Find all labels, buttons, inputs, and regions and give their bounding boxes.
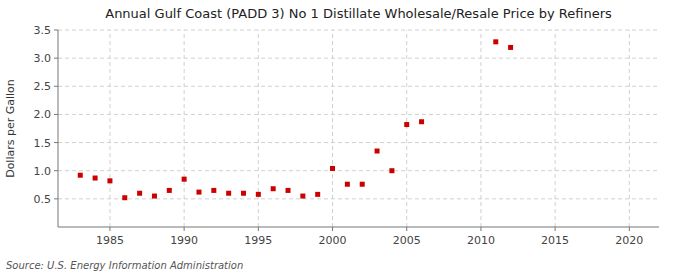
- title: Annual Gulf Coast (PADD 3) No 1 Distilla…: [105, 6, 612, 21]
- x-tick-label: 2005: [393, 234, 421, 247]
- point: [345, 182, 350, 187]
- x-tick: [555, 227, 556, 231]
- point: [107, 178, 112, 183]
- x-tick: [109, 227, 110, 231]
- point: [360, 182, 365, 187]
- chart: 0.5 1.0 1.5 2.0 2.5 3.0 3.5 1985 1990 1995 2000 200…: [0, 0, 675, 275]
- point: [256, 192, 261, 197]
- y-grid-line: [58, 198, 659, 199]
- y-tick-label: 2.0: [34, 108, 52, 121]
- points: [78, 39, 513, 200]
- point: [271, 186, 276, 191]
- y-tick: [54, 58, 58, 59]
- point: [122, 195, 127, 200]
- point: [300, 194, 305, 199]
- y-axis-line: [58, 30, 59, 227]
- x-tick: [629, 227, 630, 231]
- y-tick-label: 1.5: [34, 137, 52, 150]
- point: [241, 191, 246, 196]
- y-tick-label: 1.0: [34, 165, 52, 178]
- point: [226, 191, 231, 196]
- y-tick-label: 3.0: [34, 52, 52, 65]
- y-tick: [54, 142, 58, 143]
- x-grid-line: [332, 30, 333, 227]
- point: [137, 191, 142, 196]
- x-tick-label: 2010: [467, 234, 495, 247]
- x-grid-line: [184, 30, 185, 227]
- point: [508, 45, 513, 50]
- x-tick: [406, 227, 407, 231]
- x-grid-line: [258, 30, 259, 227]
- y-grid-line: [58, 114, 659, 115]
- y-tick-label: 3.5: [34, 24, 52, 37]
- x-tick-label: 1995: [244, 234, 272, 247]
- x-grid-line: [480, 30, 481, 227]
- axes: 0.5 1.0 1.5 2.0 2.5 3.0 3.5 1985 1990 1995 2000 200…: [34, 24, 660, 247]
- x-tick: [332, 227, 333, 231]
- x-tick: [480, 227, 481, 231]
- x-tick-label: 1990: [170, 234, 198, 247]
- y-tick: [54, 114, 58, 115]
- x-tick-label: 2000: [319, 234, 347, 247]
- y-grid-line: [58, 170, 659, 171]
- point: [419, 119, 424, 124]
- point: [389, 168, 394, 173]
- x-grid-line: [555, 30, 556, 227]
- point: [211, 188, 216, 193]
- x-grid-line: [629, 30, 630, 227]
- point: [93, 176, 98, 181]
- point: [152, 194, 157, 199]
- y-tick: [54, 86, 58, 87]
- source-note: Source: U.S. Energy Information Administ…: [6, 260, 243, 271]
- x-grid-line: [109, 30, 110, 227]
- y-grid-line: [58, 142, 659, 143]
- x-tick-label: 2015: [541, 234, 569, 247]
- y-tick: [54, 170, 58, 171]
- point: [493, 39, 498, 44]
- point: [167, 188, 172, 193]
- y-grid-line: [58, 30, 659, 31]
- x-grid-line: [406, 30, 407, 227]
- point: [404, 122, 409, 127]
- x-tick-label: 2020: [615, 234, 643, 247]
- x-tick-label: 1985: [96, 234, 124, 247]
- y-tick: [54, 30, 58, 31]
- point: [330, 166, 335, 171]
- x-tick: [184, 227, 185, 231]
- point: [78, 173, 83, 178]
- point: [315, 192, 320, 197]
- point: [375, 149, 380, 154]
- grid: [58, 30, 659, 227]
- x-tick: [258, 227, 259, 231]
- y-tick: [54, 198, 58, 199]
- point: [196, 190, 201, 195]
- y-axis-label: Dollars per Gallon: [4, 79, 17, 178]
- point: [286, 188, 291, 193]
- y-grid-line: [58, 58, 659, 59]
- y-tick-label: 0.5: [34, 193, 52, 206]
- y-grid-line: [58, 86, 659, 87]
- y-tick-label: 2.5: [34, 80, 52, 93]
- point: [182, 177, 187, 182]
- x-axis-line: [58, 227, 659, 228]
